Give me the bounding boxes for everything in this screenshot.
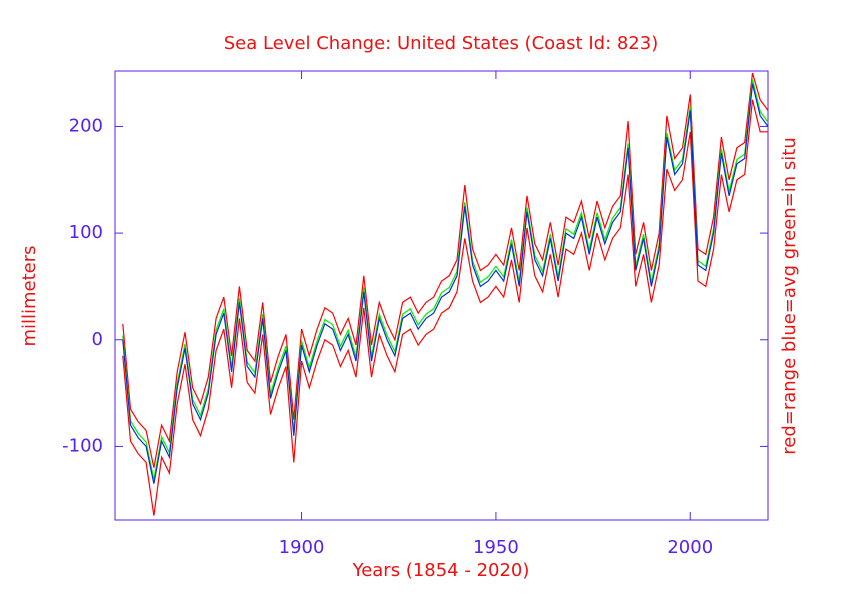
x-axis-label: Years (1854 - 2020): [352, 560, 530, 581]
x-tick-label: 2000: [667, 537, 713, 558]
y-tick-label: 0: [92, 329, 103, 350]
y-tick-label: -100: [62, 435, 103, 456]
y-axis-label: millimeters: [19, 245, 40, 346]
series-line: [122, 83, 769, 484]
series-line: [122, 72, 769, 468]
chart-title: Sea Level Change: United States (Coast I…: [224, 33, 659, 54]
x-tick-label: 1950: [473, 537, 519, 558]
series-line: [122, 99, 768, 516]
plot-frame: [114, 70, 769, 521]
legend-label: red=range blue=avg green=in situ: [779, 137, 800, 455]
y-tick-label: 100: [69, 222, 103, 243]
y-tick-label: 200: [69, 115, 103, 136]
x-tick-label: 1900: [279, 537, 325, 558]
